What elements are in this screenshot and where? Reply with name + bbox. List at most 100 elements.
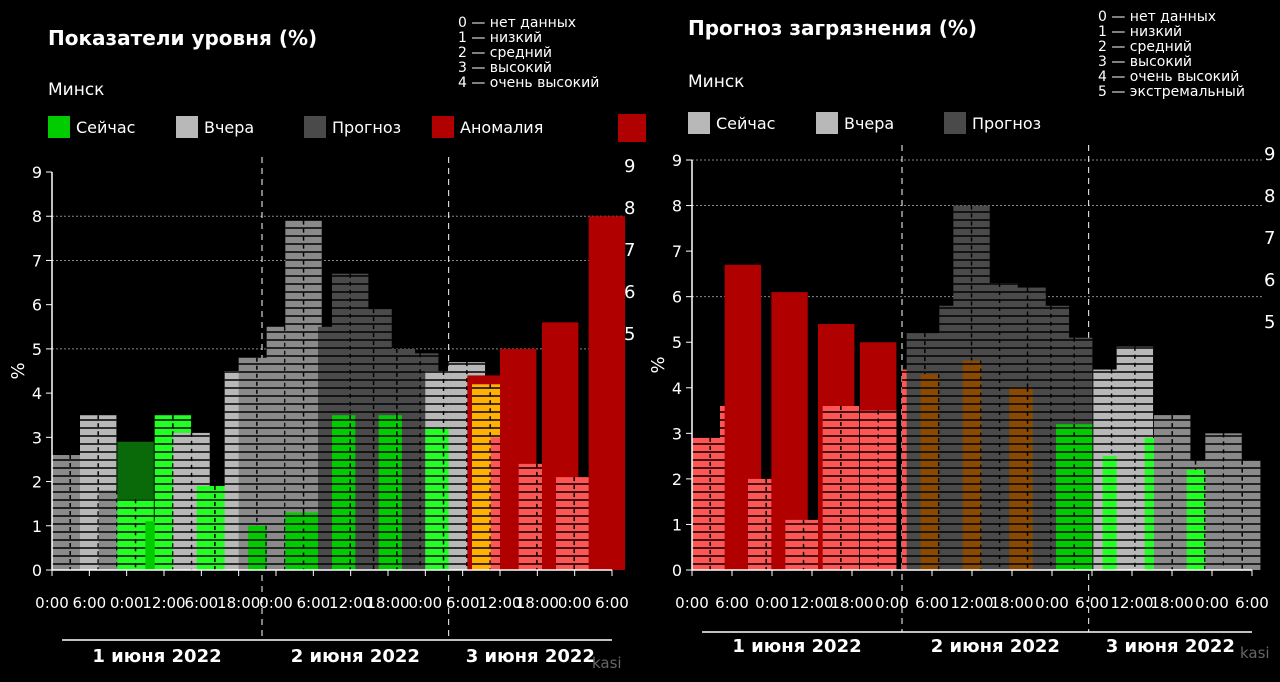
legend-swatch [48,116,70,138]
y-tick-label: 3 [672,424,682,443]
x-tick-label: 18:00 [516,594,559,612]
legend-swatch [944,112,966,134]
legend-item: Вчера [176,116,254,138]
bar-hatch [860,410,897,570]
right-tick-label: 8 [1264,186,1275,207]
right-tick-label: 7 [624,240,635,261]
y-tick-label: 1 [32,517,42,536]
chart-legend: Сейчас Вчера Прогноз Аномалия [48,116,543,146]
day-label: 3 июня 2022 [466,646,595,667]
day-label: 2 июня 2022 [291,646,420,667]
x-tick-label: 0:00 [755,594,789,612]
x-tick-label: 0:00 [1035,594,1069,612]
note-line: 3 — высокий [458,60,553,76]
y-tick-label: 6 [32,296,42,315]
x-tick-label: 6:00 [715,594,749,612]
x-tick-label: 6:00 [595,594,629,612]
legend-label: Сейчас [76,117,136,137]
x-tick-label: 6:00 [296,594,330,612]
note-line: 1 — низкий [458,30,543,46]
chart-title: Показатели уровня (%) [48,26,318,50]
chart-subtitle: Минск [48,80,105,100]
legend-label: Вчера [844,113,895,133]
bar [588,216,626,570]
right-tick-label: 9 [624,156,635,177]
legend-item: Прогноз [304,116,401,138]
x-tick-label: 6:00 [446,594,480,612]
x-tick-label: 0:00 [35,594,69,612]
y-tick-label: 9 [32,163,42,182]
note-line: 4 — очень высокий [458,75,600,91]
day-label: 2 июня 2022 [931,636,1060,657]
legend-swatch [816,112,838,134]
y-tick-label: 9 [672,151,682,170]
y-tick-label: 2 [32,473,42,492]
x-tick-label: 6:00 [72,594,106,612]
day-label: 1 июня 2022 [732,636,861,657]
note-line: 2 — средний [458,45,553,61]
note-line: 2 — средний [1098,39,1193,55]
x-tick-label: 0:00 [1195,594,1229,612]
y-tick-label: 8 [672,197,682,216]
y-axis-label: % [648,356,669,373]
y-tick-label: 7 [672,242,682,261]
bar-hatch [556,477,593,570]
chart-notes: 0 — нет данных 1 — низкий 2 — средний 3 — в… [1098,10,1245,100]
x-tick-label: 6:00 [915,594,949,612]
legend-label: Аномалия [460,117,544,137]
x-tick-label: 12:00 [329,594,372,612]
chart-legend: Сейчас Вчера Прогноз [688,112,1088,142]
legend-swatch [688,112,710,134]
note-line: 1 — низкий [1098,24,1183,40]
x-tick-label: 12:00 [142,594,185,612]
chart-title: Прогноз загрязнения (%) [688,16,978,40]
y-tick-label: 0 [32,561,42,580]
right-tick-label: 6 [1264,270,1275,291]
right-tick-label: 6 [624,282,635,303]
day-label: 3 июня 2022 [1106,636,1235,657]
x-tick-label: 18:00 [1150,594,1193,612]
chart-source: kasi [592,654,622,672]
y-tick-label: 4 [32,384,42,403]
x-tick-label: 0:00 [558,594,592,612]
chart-subtitle: Минск [688,72,745,92]
legend-swatch [432,116,454,138]
chart-panel-right: Прогноз загрязнения (%) Минск 0 — нет да… [640,0,1280,682]
legend-item: Аномалия [432,116,543,138]
x-tick-label: 18:00 [990,594,1033,612]
legend-label: Прогноз [332,117,402,137]
right-tick-label: 8 [624,198,635,219]
x-tick-label: 0:00 [110,594,144,612]
note-line: 4 — очень высокий [1098,69,1240,85]
x-tick-label: 0:00 [675,594,709,612]
chart-panel-left: Показатели уровня (%) Минск 0 — нет данн… [8,15,646,672]
legend-item: Сейчас [48,116,135,138]
note-line: 0 — нет данных [1098,9,1217,25]
legend-swatch-extra [618,114,646,142]
y-tick-label: 0 [672,561,682,580]
note-line: 0 — нет данных [458,15,577,31]
y-tick-label: 5 [32,340,42,359]
legend-label: Сейчас [716,113,776,133]
x-tick-label: 12:00 [478,594,521,612]
x-tick-label: 0:00 [875,594,909,612]
y-tick-label: 4 [672,379,682,398]
legend-swatch [176,116,198,138]
y-tick-label: 6 [672,288,682,307]
y-axis-label: % [8,362,29,379]
right-tick-label: 7 [1264,228,1275,249]
y-tick-label: 8 [32,207,42,226]
y-tick-label: 7 [32,251,42,270]
x-tick-label: 12:00 [950,594,993,612]
x-tick-label: 12:00 [790,594,833,612]
legend-item: Сейчас [688,112,775,134]
day-label: 1 июня 2022 [92,646,221,667]
x-tick-label: 0:00 [259,594,293,612]
legend-item: Прогноз [944,112,1041,134]
right-tick-label: 5 [624,324,635,345]
note-line: 5 — экстремальный [1098,84,1245,100]
legend-label: Прогноз [972,113,1042,133]
x-tick-label: 18:00 [366,594,409,612]
y-tick-label: 2 [672,470,682,489]
